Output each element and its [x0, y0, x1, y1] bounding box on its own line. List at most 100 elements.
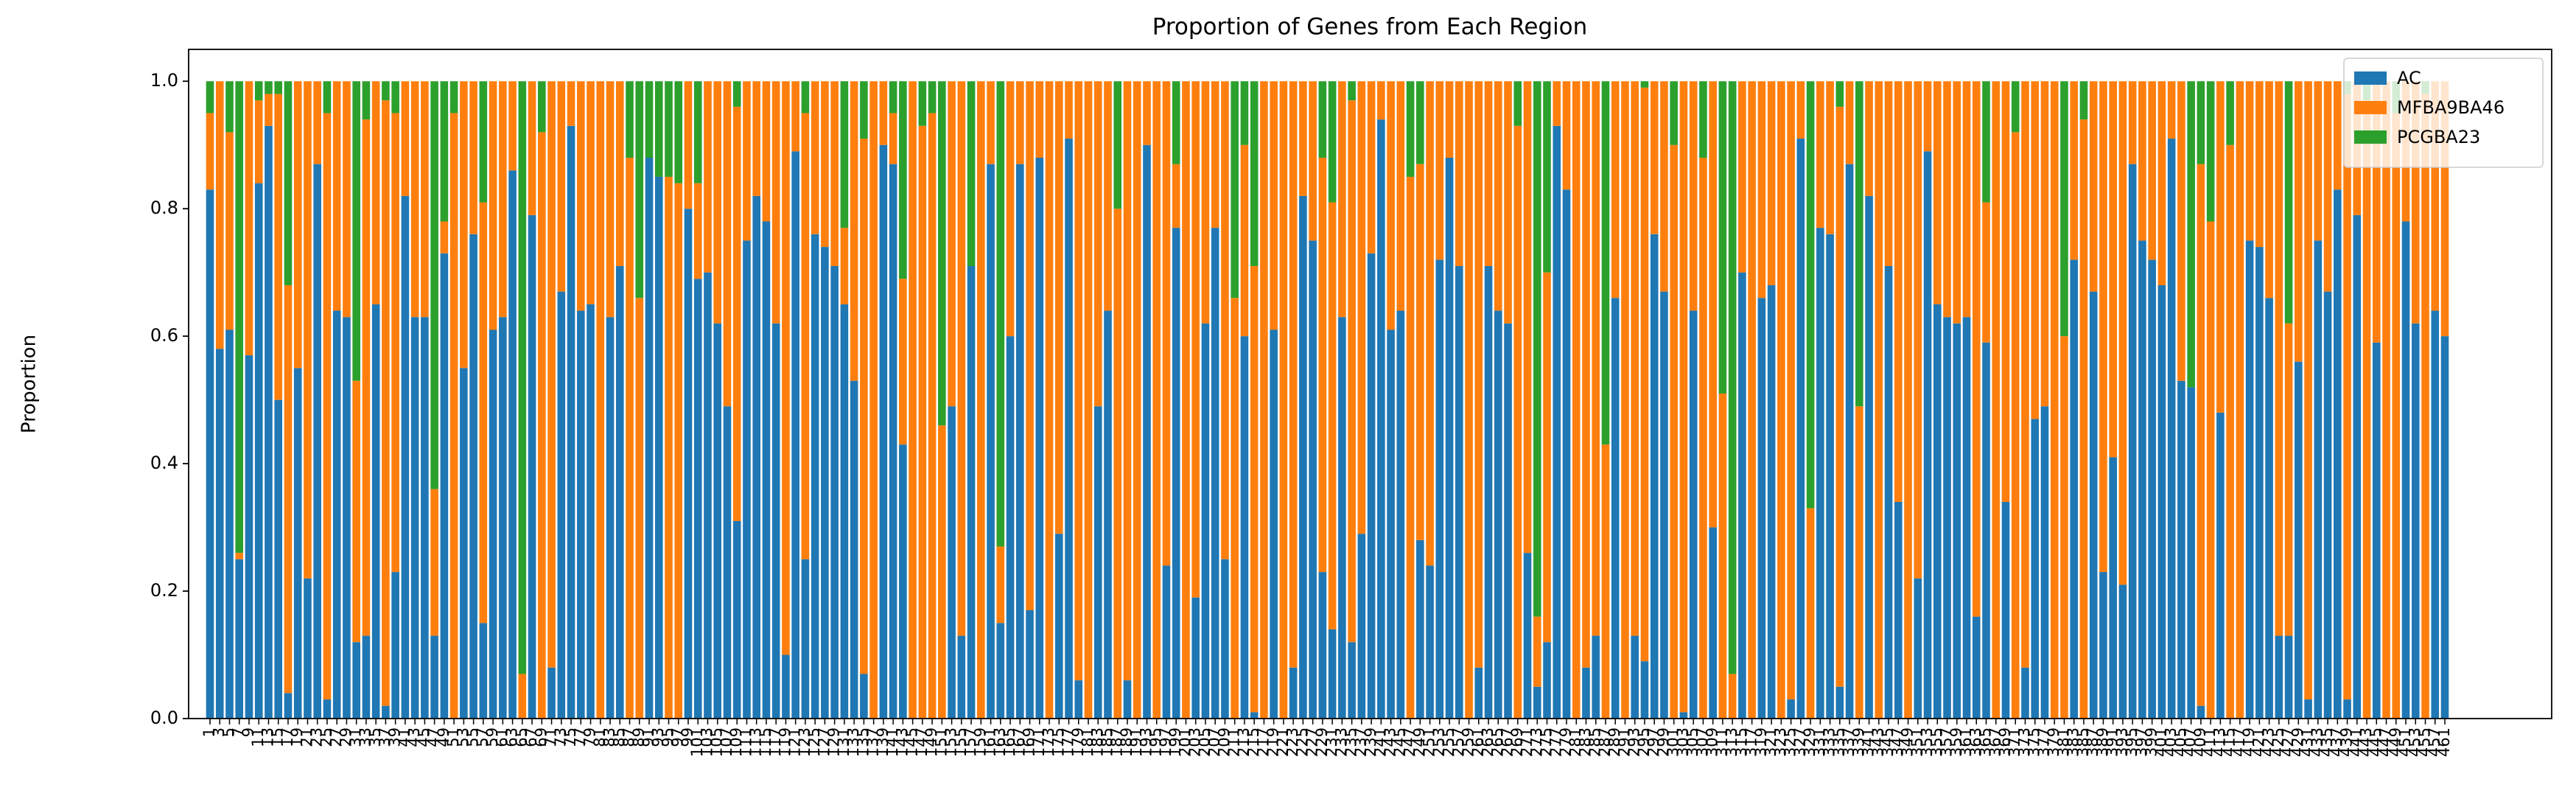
bar-segment — [332, 81, 341, 311]
bar-segment — [499, 81, 507, 318]
x-tick-label: 267 — [1499, 727, 1516, 757]
bar-segment — [284, 284, 293, 694]
bar-segment — [791, 151, 799, 719]
bar-segment — [1513, 81, 1522, 126]
x-tick-label: 279 — [1557, 727, 1575, 757]
bar-segment — [830, 81, 839, 267]
bar-segment — [743, 240, 751, 719]
bar-segment — [1543, 81, 1551, 273]
x-tick-label: 431 — [2299, 727, 2317, 757]
x-tick-label: 75 — [561, 727, 579, 747]
bar-segment — [1923, 81, 1932, 152]
bar-segment — [206, 81, 214, 113]
x-tick-label: 273 — [1527, 727, 1545, 757]
y-tick-label: 0.8 — [150, 198, 178, 218]
x-tick-label: 377 — [2035, 727, 2053, 757]
x-tick-label: 171 — [1030, 727, 1048, 757]
bar-segment — [1211, 81, 1219, 228]
bar-segment — [1006, 336, 1015, 719]
x-tick-label: 115 — [757, 727, 774, 757]
bar-segment — [1435, 81, 1444, 260]
bar-segment — [225, 132, 234, 330]
x-tick-label: 289 — [1606, 727, 1623, 757]
x-tick-label: 143 — [893, 727, 911, 757]
x-tick-label: 233 — [1332, 727, 1350, 757]
legend-swatch — [2354, 130, 2387, 144]
bar-segment — [1240, 336, 1249, 719]
bar-segment — [1699, 81, 1707, 158]
x-tick-label: 439 — [2338, 727, 2356, 757]
x-tick-label: 245 — [1391, 727, 1409, 757]
bar-segment — [2275, 635, 2283, 719]
bar-segment — [1201, 323, 1210, 719]
x-tick-label: 327 — [1791, 727, 1809, 757]
bar-segment — [1601, 81, 1610, 445]
x-tick-label: 271 — [1518, 727, 1536, 757]
bar-segment — [479, 81, 488, 203]
bar-segment — [1699, 158, 1707, 719]
bar-segment — [2109, 457, 2117, 719]
bar-segment — [909, 81, 917, 719]
x-tick-label: 213 — [1235, 727, 1253, 757]
bar-segment — [2431, 81, 2440, 311]
bar-segment — [2245, 240, 2254, 719]
bar-segment — [2411, 323, 2420, 719]
x-tick-label: 67 — [522, 727, 540, 747]
x-tick-label: 263 — [1479, 727, 1497, 757]
bar-segment — [1143, 144, 1151, 719]
bar-segment — [518, 674, 527, 719]
bar-segment — [449, 81, 458, 113]
bar-segment — [996, 546, 1005, 623]
x-tick-label: 49 — [435, 727, 452, 747]
bar-segment — [274, 81, 283, 94]
bar-segment — [421, 81, 429, 318]
x-tick-label: 353 — [1918, 727, 1936, 757]
bar-segment — [254, 183, 263, 719]
x-tick-label: 43 — [405, 727, 423, 747]
bar-segment — [1884, 266, 1893, 719]
bar-segment — [371, 81, 380, 304]
x-tick-label: 379 — [2045, 727, 2062, 757]
plot-frame — [188, 49, 2552, 719]
bar-segment — [323, 113, 332, 700]
bar-segment — [684, 81, 693, 209]
bar-segment — [2148, 259, 2156, 719]
x-tick-label: 185 — [1098, 727, 1116, 757]
bar-segment — [1962, 81, 1971, 318]
bar-segment — [528, 81, 536, 215]
x-tick-label: 17 — [279, 727, 296, 747]
x-tick-label: 365 — [1977, 727, 1995, 757]
bar-segment — [401, 195, 410, 719]
bar-segment — [2167, 81, 2176, 139]
bar-segment — [2343, 699, 2351, 719]
x-tick-label: 71 — [542, 727, 560, 747]
bar-segment — [1835, 106, 1844, 687]
bar-segment — [1865, 81, 1873, 196]
x-tick-label: 169 — [1021, 727, 1038, 757]
x-tick-label: 415 — [2221, 727, 2239, 757]
y-tick-label: 1.0 — [150, 70, 178, 91]
bar-segment — [1377, 81, 1385, 120]
bar-segment — [567, 125, 575, 719]
bar-segment — [626, 158, 634, 719]
bar-segment — [2011, 81, 2020, 133]
bar-segment — [1357, 81, 1366, 534]
bar-segment — [967, 266, 976, 719]
bar-segment — [977, 81, 985, 719]
bar-segment — [693, 183, 702, 279]
x-tick-label: 87 — [620, 727, 638, 747]
bar-segment — [2011, 132, 2020, 719]
bar-segment — [732, 106, 741, 521]
x-tick-label: 227 — [1303, 727, 1321, 757]
legend-label: MFBA9BA46 — [2397, 97, 2505, 118]
bar-segment — [2323, 291, 2332, 719]
bar-segment — [245, 355, 253, 719]
bar-segment — [2021, 81, 2029, 668]
x-tick-label: 385 — [2074, 727, 2092, 757]
x-tick-label: 301 — [1665, 727, 1682, 757]
bar-segment — [771, 323, 780, 719]
bar-segment — [771, 81, 780, 324]
bar-segment — [840, 228, 849, 304]
